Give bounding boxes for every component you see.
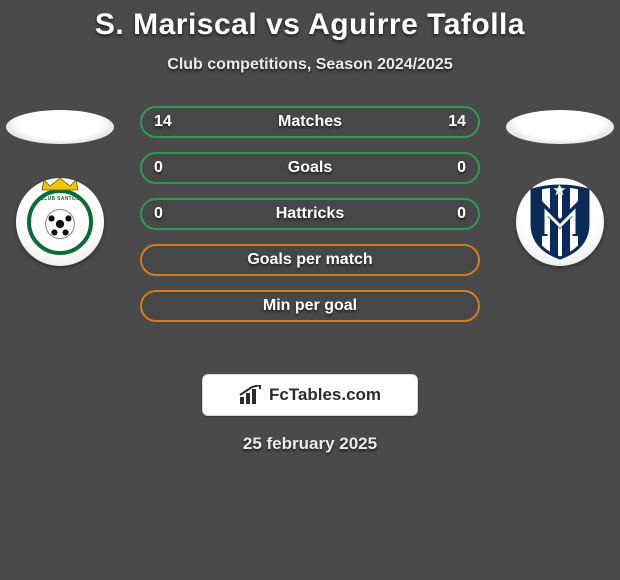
monterrey-crest xyxy=(528,184,592,260)
content-area: CLUB SANTOS xyxy=(0,106,620,356)
stat-row-hattricks: 0 Hattricks 0 xyxy=(140,198,480,230)
santos-crest: CLUB SANTOS xyxy=(27,189,93,255)
stats-list: 14 Matches 14 0 Goals 0 0 Hattricks 0 Go… xyxy=(140,106,480,322)
stat-row-goals-per-match: Goals per match xyxy=(140,244,480,276)
club-right-badge xyxy=(516,178,604,266)
shield-icon xyxy=(528,184,592,260)
stat-row-goals: 0 Goals 0 xyxy=(140,152,480,184)
stat-right-value: 14 xyxy=(448,113,466,131)
player-right-column xyxy=(500,106,620,266)
club-left-text: CLUB SANTOS xyxy=(31,196,89,202)
player-left-silhouette xyxy=(6,110,114,144)
stat-label: Matches xyxy=(278,113,342,131)
stat-left-value: 0 xyxy=(154,205,163,223)
soccer-ball-icon xyxy=(45,209,75,239)
bar-chart-icon xyxy=(239,385,263,405)
stat-right-value: 0 xyxy=(457,159,466,177)
crown-icon xyxy=(40,177,80,191)
stat-label: Goals per match xyxy=(247,251,372,269)
stat-left-value: 14 xyxy=(154,113,172,131)
stat-row-matches: 14 Matches 14 xyxy=(140,106,480,138)
date-text: 25 february 2025 xyxy=(0,434,620,454)
brand-badge: FcTables.com xyxy=(202,374,418,416)
page-title: S. Mariscal vs Aguirre Tafolla xyxy=(0,0,620,42)
comparison-card: S. Mariscal vs Aguirre Tafolla Club comp… xyxy=(0,0,620,580)
subtitle: Club competitions, Season 2024/2025 xyxy=(0,56,620,74)
player-left-column: CLUB SANTOS xyxy=(0,106,120,266)
stat-right-value: 0 xyxy=(457,205,466,223)
stat-label: Hattricks xyxy=(276,205,344,223)
stat-label: Goals xyxy=(288,159,332,177)
stat-label: Min per goal xyxy=(263,297,357,315)
club-left-badge: CLUB SANTOS xyxy=(16,178,104,266)
stat-left-value: 0 xyxy=(154,159,163,177)
stat-row-min-per-goal: Min per goal xyxy=(140,290,480,322)
brand-text: FcTables.com xyxy=(269,385,381,405)
player-right-silhouette xyxy=(506,110,614,144)
